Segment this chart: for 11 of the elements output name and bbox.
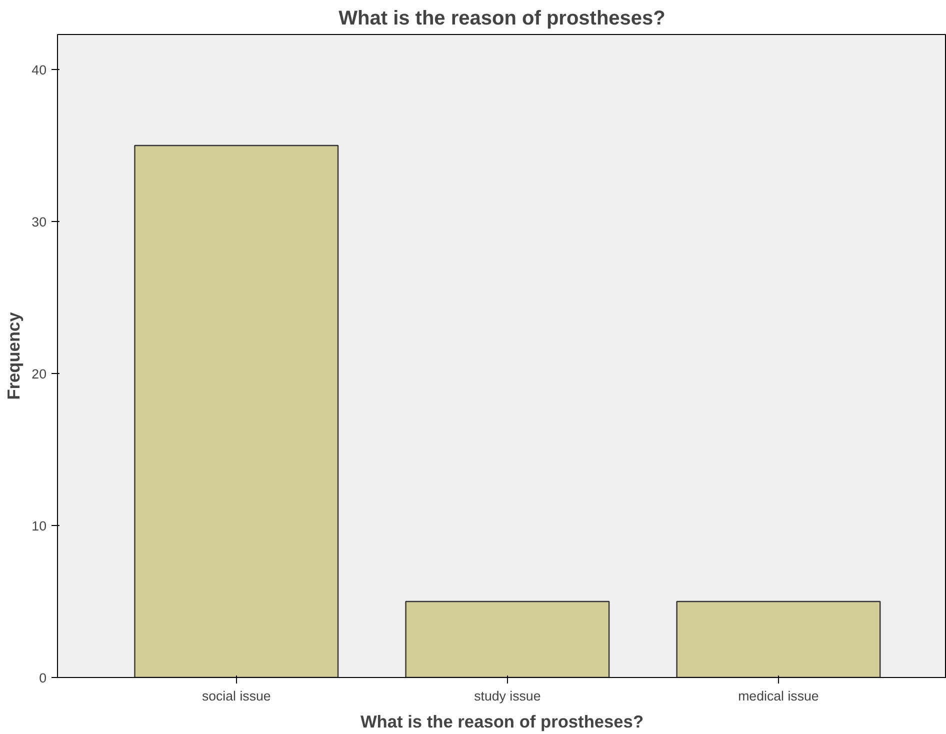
x-tick-label: medical issue	[738, 688, 819, 704]
chart-title: What is the reason of prostheses?	[338, 8, 666, 30]
x-axis-title: What is the reason of prostheses?	[360, 712, 644, 732]
x-tick-label: social issue	[202, 688, 271, 704]
y-axis-title: Frequency	[4, 312, 24, 400]
y-tick-label: 0	[39, 670, 47, 686]
x-tick-label: study issue	[474, 688, 541, 704]
y-tick-label: 40	[32, 62, 47, 78]
y-tick-label: 30	[32, 214, 47, 230]
y-tick-label: 20	[32, 366, 47, 382]
y-tick-label: 10	[32, 518, 47, 534]
